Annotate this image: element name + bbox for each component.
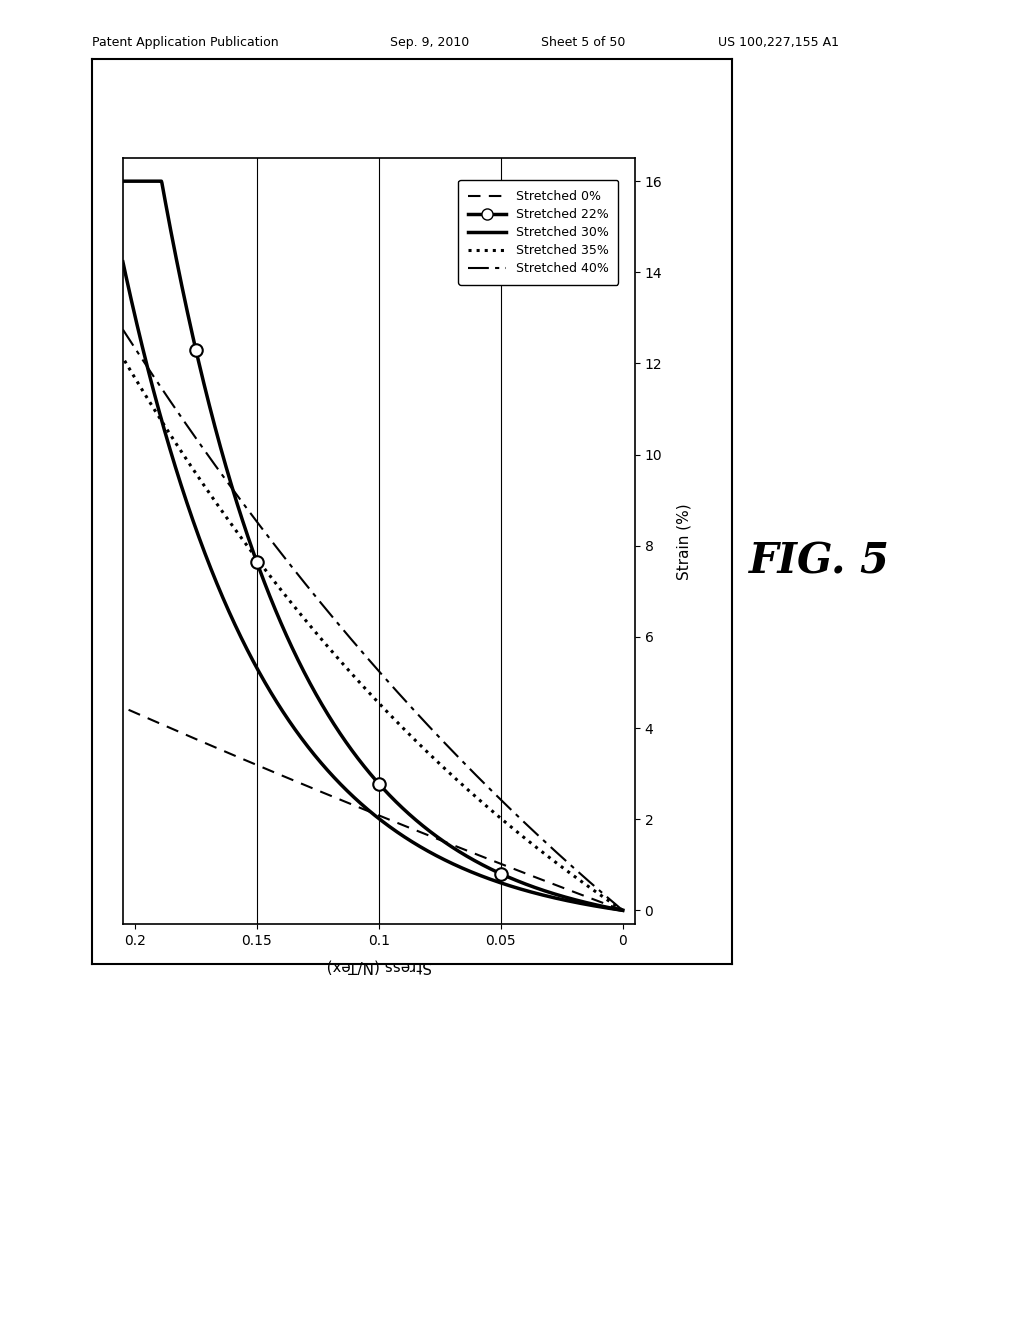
Stretched 40% (396, 690, 409, 706)
Stretched 0% (273, 767, 286, 783)
Text: FIG. 5: FIG. 5 (749, 540, 890, 582)
Stretched 40% (117, 322, 129, 338)
Stretched 0% (226, 747, 239, 763)
Stretched 30% (396, 828, 409, 843)
Stretched 0% (565, 883, 578, 899)
Stretched 35% (218, 506, 230, 521)
Text: Sep. 9, 2010: Sep. 9, 2010 (390, 36, 470, 49)
Stretched 40% (273, 544, 286, 560)
Stretched 35% (415, 738, 427, 754)
Line: Stretched 30%: Stretched 30% (123, 261, 623, 911)
Stretched 30% (218, 593, 230, 609)
Line: Stretched 22%: Stretched 22% (123, 181, 623, 911)
Stretched 35% (273, 579, 286, 595)
Line: Stretched 35%: Stretched 35% (123, 358, 623, 911)
Line: Stretched 40%: Stretched 40% (123, 330, 623, 911)
Stretched 0% (616, 903, 629, 919)
Stretched 35% (565, 866, 578, 882)
Stretched 0% (218, 743, 230, 759)
Stretched 35% (226, 519, 239, 535)
Stretched 40% (415, 709, 427, 725)
X-axis label: Stress (N/Tex): Stress (N/Tex) (327, 958, 431, 974)
Y-axis label: Strain (%): Strain (%) (676, 503, 691, 579)
Stretched 22% (396, 800, 409, 816)
Stretched 0% (396, 817, 409, 833)
Stretched 30% (117, 253, 129, 269)
Stretched 0% (415, 824, 427, 840)
Stretched 30% (565, 894, 578, 909)
Stretched 22% (156, 173, 168, 189)
Line: Stretched 0%: Stretched 0% (123, 708, 623, 911)
Text: Patent Application Publication: Patent Application Publication (92, 36, 279, 49)
Stretched 22% (226, 482, 239, 498)
Stretched 40% (616, 903, 629, 919)
Stretched 22% (273, 611, 286, 627)
Text: Sheet 5 of 50: Sheet 5 of 50 (542, 36, 626, 49)
Stretched 22% (565, 891, 578, 907)
Stretched 0% (117, 700, 129, 715)
Stretched 30% (415, 840, 427, 855)
Stretched 30% (273, 698, 286, 714)
Stretched 35% (396, 719, 409, 735)
Stretched 22% (616, 903, 629, 919)
Stretched 35% (117, 350, 129, 366)
Text: US 100,227,155 A1: US 100,227,155 A1 (718, 36, 839, 49)
Stretched 40% (226, 482, 239, 498)
Stretched 22% (117, 173, 129, 189)
Stretched 35% (616, 903, 629, 919)
Stretched 30% (616, 903, 629, 919)
Stretched 22% (218, 451, 230, 467)
Legend: Stretched 0%, Stretched 22%, Stretched 30%, Stretched 35%, Stretched 40%: Stretched 0%, Stretched 22%, Stretched 3… (458, 180, 618, 285)
Stretched 40% (218, 470, 230, 486)
Stretched 30% (226, 612, 239, 628)
Stretched 22% (415, 816, 427, 832)
Stretched 40% (565, 858, 578, 874)
